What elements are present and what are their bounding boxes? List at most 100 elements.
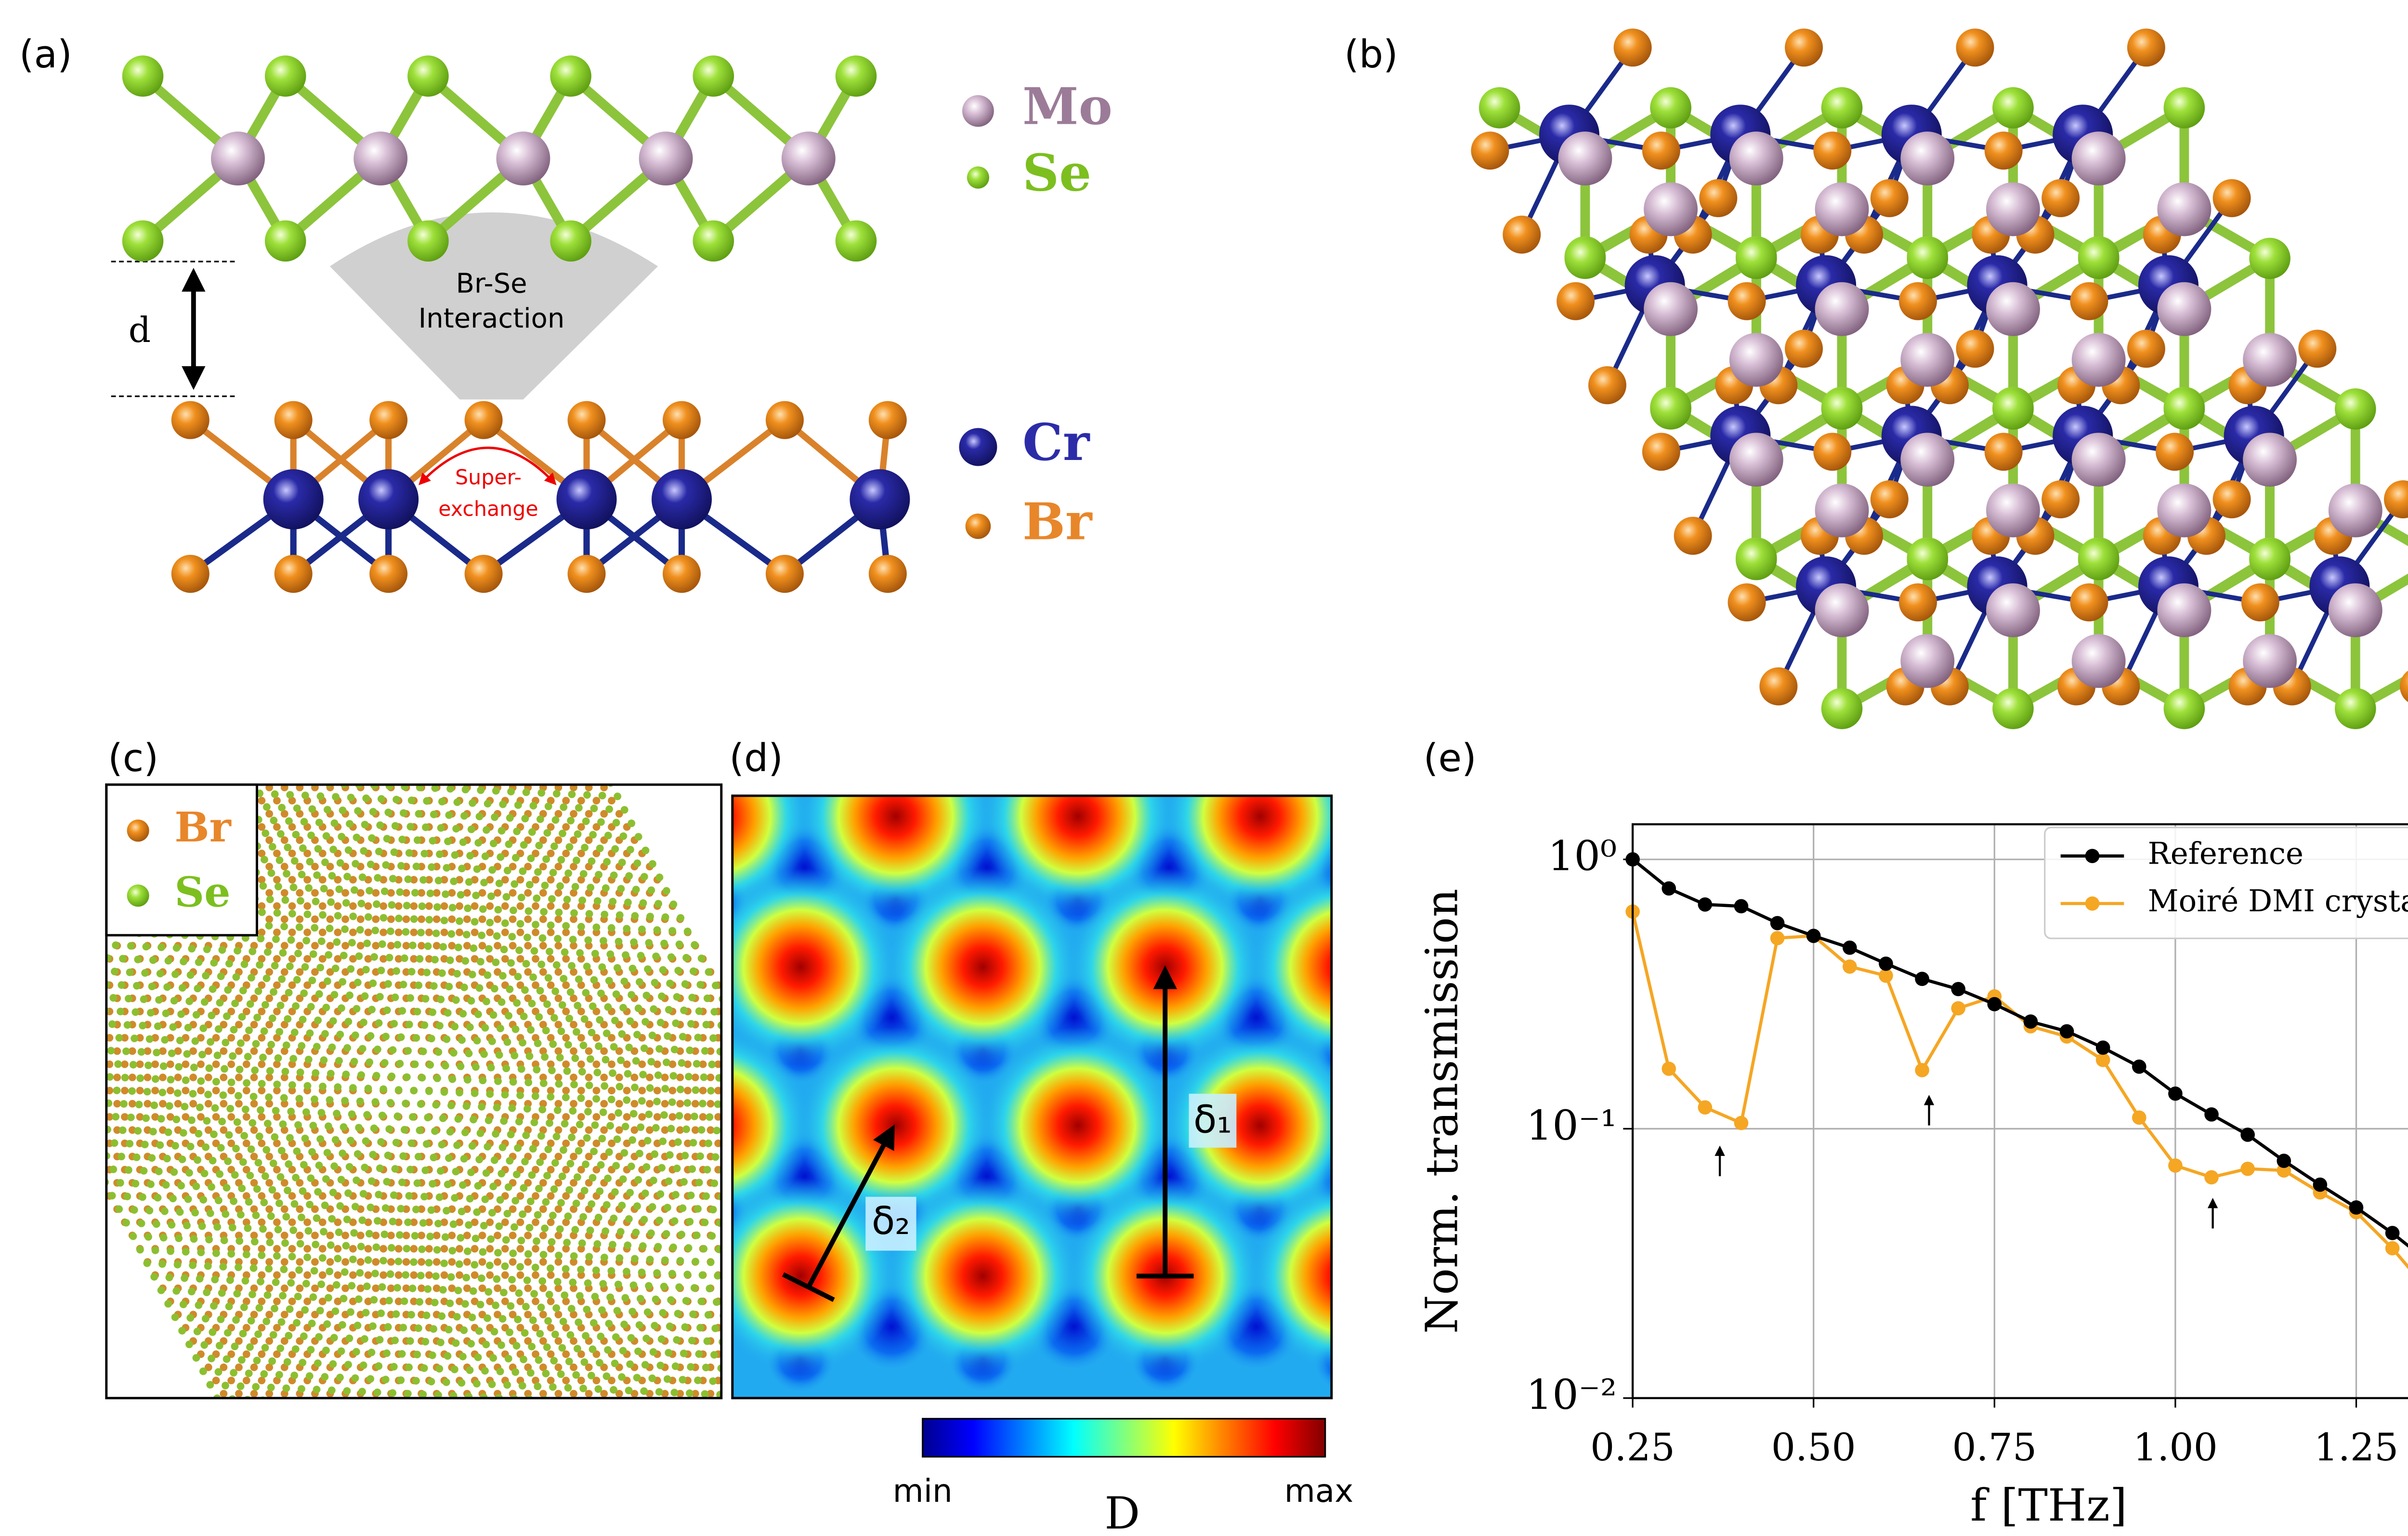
atom-dot — [334, 1083, 342, 1091]
atom-dot — [235, 1363, 243, 1371]
atom — [1815, 483, 1869, 538]
atom-dot — [450, 1365, 458, 1374]
atom-dot — [633, 1374, 641, 1382]
atom-dot — [633, 1202, 641, 1210]
atom-dot — [507, 1302, 515, 1310]
atom-dot — [410, 1218, 418, 1226]
atom-dot — [378, 940, 386, 948]
atom-dot — [470, 1116, 477, 1124]
atom-dot — [670, 1217, 679, 1225]
atom-dot — [668, 1087, 677, 1095]
atom-dot — [174, 1074, 182, 1081]
atom-dot — [252, 1211, 260, 1220]
atom-dot — [463, 1258, 471, 1266]
atom — [369, 554, 408, 593]
legend-label: Br — [1022, 492, 1093, 551]
atom-dot — [465, 1221, 473, 1229]
atom-dot — [380, 1298, 388, 1305]
atom-dot — [508, 932, 516, 941]
atom-dot — [631, 1083, 639, 1091]
atom-dot — [323, 1320, 331, 1328]
atom-dot — [440, 1271, 448, 1279]
atom-dot — [486, 876, 494, 884]
atom-dot — [589, 1345, 597, 1353]
data-point — [2204, 1170, 2219, 1185]
atom — [1898, 583, 1937, 622]
atom-dot — [265, 1390, 274, 1398]
atom-dot — [445, 1326, 453, 1334]
atom-dot — [660, 1111, 668, 1119]
atom-dot — [701, 1219, 709, 1226]
atom-dot — [311, 1258, 319, 1266]
atom-dot — [329, 845, 338, 853]
atom-dot — [336, 1202, 344, 1210]
atom-dot — [302, 1108, 310, 1116]
atom-dot — [524, 1284, 532, 1292]
atom — [1729, 131, 1783, 186]
atom-dot — [562, 823, 570, 831]
data-point — [2240, 1161, 2255, 1176]
atom-dot — [549, 868, 557, 877]
atom-dot — [117, 1008, 125, 1015]
colorbar — [922, 1418, 1326, 1458]
atom-dot — [422, 1311, 431, 1319]
atom-dot — [319, 1082, 327, 1090]
data-point — [1770, 916, 1785, 931]
atom-dot — [516, 1192, 524, 1200]
atom-dot — [247, 1145, 255, 1153]
atom-dot — [311, 968, 319, 976]
atom-dot — [457, 1062, 465, 1070]
atom-dot — [275, 1371, 283, 1379]
atom-dot — [647, 1058, 655, 1066]
atom-dot — [478, 1103, 486, 1111]
atom-dot — [390, 848, 398, 856]
atom-dot — [465, 1050, 473, 1058]
atom — [765, 554, 804, 593]
atom-dot — [553, 1106, 562, 1114]
atom-dot — [220, 1390, 228, 1398]
atom-dot — [630, 1047, 639, 1055]
atom-dot — [496, 1367, 504, 1376]
atom-dot — [190, 1063, 198, 1072]
atom-dot — [261, 855, 268, 864]
atom-dot — [307, 1346, 315, 1354]
atom-dot — [210, 1130, 218, 1138]
atom-dot — [197, 1034, 205, 1042]
atom-dot — [271, 1304, 278, 1313]
atom-dot — [438, 1141, 446, 1149]
atom-dot — [504, 1183, 512, 1191]
atom-dot — [577, 1060, 585, 1068]
atom-dot — [403, 902, 411, 910]
atom-dot — [301, 791, 309, 800]
atom-dot — [502, 893, 510, 901]
atom-dot — [272, 1107, 280, 1115]
atom-dot — [532, 928, 539, 936]
atom-dot — [554, 1047, 563, 1055]
atom-dot — [494, 1248, 502, 1257]
atom-dot — [549, 1383, 557, 1391]
atom-dot — [236, 1065, 244, 1074]
atom-dot — [98, 1047, 106, 1055]
atom-dot — [212, 1139, 220, 1147]
atom-dot — [516, 876, 524, 884]
atom-dot — [327, 1386, 336, 1394]
label-bg — [865, 1196, 916, 1251]
atom-dot — [463, 1076, 471, 1084]
atom-dot — [506, 1328, 513, 1337]
atom-dot — [270, 816, 278, 825]
atom-dot — [151, 1247, 159, 1254]
atom-dot — [582, 1160, 589, 1168]
atom-dot — [212, 1060, 220, 1068]
atom — [1674, 516, 1712, 555]
atom-dot — [462, 931, 471, 939]
atom-dot — [333, 938, 341, 946]
atom-dot — [554, 836, 563, 844]
atom-dot — [714, 1087, 721, 1095]
atom-dot — [649, 1348, 657, 1356]
atom-dot — [442, 890, 450, 898]
atom — [122, 220, 164, 262]
atom-dot — [273, 909, 281, 917]
atom-dot — [331, 1307, 340, 1315]
atom-dot — [440, 917, 448, 924]
atom-dot — [585, 1074, 593, 1081]
